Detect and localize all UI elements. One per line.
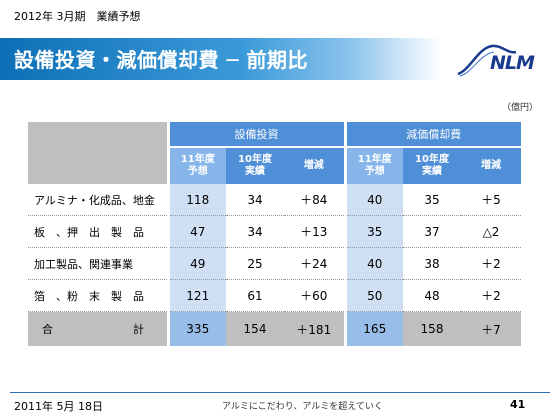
table-row: 箔 、粉 末 製 品 121 61 ＋60 50 48 ＋2 bbox=[28, 279, 521, 312]
header-dep-change: 増減 bbox=[461, 146, 521, 184]
total-dep-change: ＋7 bbox=[461, 311, 521, 346]
header-dep-forecast: 11年度 予想 bbox=[345, 146, 403, 184]
table-corner bbox=[28, 122, 170, 184]
table-row: 板 、押 出 製 品 47 34 ＋13 35 37 △2 bbox=[28, 215, 521, 248]
table-row: 加工製品、関連事業 49 25 ＋24 40 38 ＋2 bbox=[28, 247, 521, 280]
dep-forecast-cell: 50 bbox=[345, 279, 403, 312]
dep-actual-cell: 48 bbox=[403, 279, 461, 312]
capex-change-cell: ＋60 bbox=[284, 279, 347, 312]
row-label: 箔 、粉 末 製 品 bbox=[28, 279, 170, 312]
total-row: 合計 335 154 ＋181 165 158 ＋7 bbox=[28, 311, 521, 346]
capex-change-cell: ＋13 bbox=[284, 215, 347, 248]
dep-change-cell: △2 bbox=[461, 215, 521, 248]
title-bar: 設備投資・減価償却費 ─ 前期比 bbox=[0, 38, 440, 80]
dep-forecast-cell: 40 bbox=[345, 247, 403, 280]
footer-slogan: アルミにこだわり、アルミを超えていく bbox=[222, 402, 383, 412]
footer-date: 2011年 5月 18日 bbox=[14, 400, 103, 413]
total-dep-forecast: 165 bbox=[345, 311, 403, 346]
page-number: 41 bbox=[510, 398, 526, 411]
total-label: 合計 bbox=[28, 311, 170, 346]
header-capex-actual: 10年度 実績 bbox=[226, 146, 284, 184]
dep-change-cell: ＋2 bbox=[461, 247, 521, 280]
dep-actual-cell: 37 bbox=[403, 215, 461, 248]
capex-actual-cell: 61 bbox=[226, 279, 284, 312]
header-capex-forecast: 11年度 予想 bbox=[168, 146, 226, 184]
row-label: 加工製品、関連事業 bbox=[28, 247, 170, 280]
header-capex-change: 増減 bbox=[284, 146, 347, 184]
capex-forecast-cell: 49 bbox=[168, 247, 226, 280]
unit-label: （億円） bbox=[502, 103, 539, 113]
group-header-depreciation: 減価償却費 bbox=[345, 122, 521, 147]
total-dep-actual: 158 bbox=[403, 311, 461, 346]
dep-change-cell: ＋5 bbox=[461, 184, 521, 216]
total-capex-forecast: 335 bbox=[168, 311, 226, 346]
company-logo: NLM bbox=[456, 40, 548, 82]
capex-actual-cell: 34 bbox=[226, 215, 284, 248]
capex-forecast-cell: 121 bbox=[168, 279, 226, 312]
capex-forecast-cell: 118 bbox=[168, 184, 226, 216]
header-dep-actual: 10年度 実績 bbox=[403, 146, 461, 184]
table-row: アルミナ・化成品、地金 118 34 ＋84 40 35 ＋5 bbox=[28, 184, 521, 216]
row-label: アルミナ・化成品、地金 bbox=[28, 184, 170, 216]
group-header-capex: 設備投資 bbox=[168, 122, 347, 147]
row-label: 板 、押 出 製 品 bbox=[28, 215, 170, 248]
total-capex-change: ＋181 bbox=[284, 311, 347, 346]
dep-change-cell: ＋2 bbox=[461, 279, 521, 312]
capex-actual-cell: 34 bbox=[226, 184, 284, 216]
logo-text: NLM bbox=[490, 52, 535, 74]
dep-forecast-cell: 35 bbox=[345, 215, 403, 248]
slide-title: 設備投資・減価償却費 ─ 前期比 bbox=[14, 48, 308, 72]
logo-swoosh-icon bbox=[457, 44, 517, 77]
capex-depreciation-table: 設備投資 減価償却費 11年度 予想 10年度 実績 増減 11年度 予想 10年度実… bbox=[28, 122, 521, 346]
footer-divider bbox=[10, 392, 550, 393]
capex-actual-cell: 25 bbox=[226, 247, 284, 280]
period-subtitle: 2012年 3月期 業績予想 bbox=[14, 10, 141, 23]
capex-change-cell: ＋84 bbox=[284, 184, 347, 216]
dep-actual-cell: 35 bbox=[403, 184, 461, 216]
capex-forecast-cell: 47 bbox=[168, 215, 226, 248]
capex-change-cell: ＋24 bbox=[284, 247, 347, 280]
total-capex-actual: 154 bbox=[226, 311, 284, 346]
dep-actual-cell: 38 bbox=[403, 247, 461, 280]
dep-forecast-cell: 40 bbox=[345, 184, 403, 216]
